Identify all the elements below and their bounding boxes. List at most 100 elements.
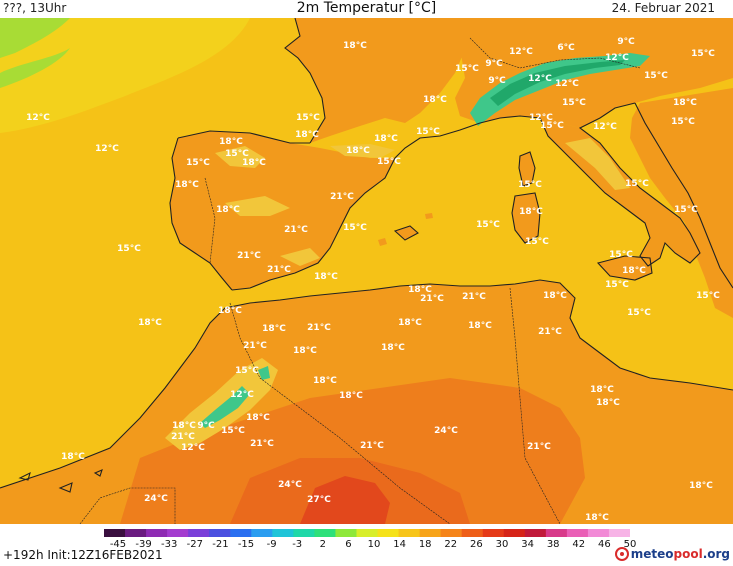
temperature-label: 18°C xyxy=(343,41,367,51)
colorbar-tick-label: -33 xyxy=(161,539,178,550)
temperature-label: 15°C xyxy=(235,366,259,376)
colorbar-tick-label: 38 xyxy=(546,539,560,550)
colorbar-tick-label: 30 xyxy=(495,539,509,550)
temperature-label: 15°C xyxy=(625,179,649,189)
temperature-label: 24°C xyxy=(278,480,302,490)
temperature-label: 21°C xyxy=(307,323,331,333)
cantabrian-cool-area xyxy=(215,146,265,168)
temperature-label: 18°C xyxy=(138,318,162,328)
map-canvas: 18°C12°C 6°C9°C15°C15°C 9°C12°C9°C 12°C 12°C… xyxy=(0,18,733,524)
colorbar-tick-label: -45 xyxy=(109,539,127,550)
temperature-label: 18°C xyxy=(216,205,240,215)
canary-islands xyxy=(18,469,103,493)
colorbar-segment xyxy=(104,529,126,537)
colorbar-tick-label: 34 xyxy=(521,539,534,550)
portugal-coast xyxy=(169,137,233,291)
atlantic-green-area xyxy=(0,18,70,58)
colorbar-tick-label: -9 xyxy=(266,539,277,550)
temperature-label: 12°C xyxy=(529,113,553,123)
temperature-label: 18°C xyxy=(346,146,370,156)
colorbar-tick-label: -3 xyxy=(292,539,303,550)
north-africa-coast xyxy=(0,279,733,489)
temperature-label: 18°C xyxy=(590,385,614,395)
temperature-label: 18°C xyxy=(519,207,543,217)
corsica-land xyxy=(519,152,535,186)
temperature-label: 6°C xyxy=(557,43,575,53)
colorbar-segment xyxy=(146,529,168,537)
temperature-label: 18°C xyxy=(398,318,422,328)
colorbar-segment xyxy=(482,529,505,537)
france-atlantic-coast xyxy=(284,18,326,144)
africa-warm-area xyxy=(120,378,585,524)
temperature-label: 12°C xyxy=(605,53,629,63)
temperature-label: 18°C xyxy=(295,130,319,140)
adriatic-east-coast xyxy=(634,102,733,289)
colorbar-ticks: -45 -39 -33 -27 -21 -15 -9 -3 2 6 10 14 18 22 26 30 34 38… xyxy=(104,539,637,551)
alpine-borders xyxy=(469,37,641,69)
coastlines xyxy=(0,18,733,493)
colorbar-tick-label: -15 xyxy=(237,539,255,550)
temperature-label: 12°C xyxy=(528,74,552,84)
atlantic-cool-area xyxy=(0,18,250,133)
colorbar xyxy=(104,529,630,537)
sistema-central-cool-area xyxy=(225,196,290,216)
logo-icon xyxy=(614,547,629,561)
colorbar-segment xyxy=(419,529,442,537)
colorbar-segment xyxy=(125,529,147,537)
atlantic-green-streak xyxy=(0,48,70,88)
sardinia-land xyxy=(512,193,540,243)
colorbar-tick-label: 22 xyxy=(444,539,458,550)
atlas-cool-area xyxy=(165,358,278,450)
temperature-label: 24°C xyxy=(434,426,458,436)
temperature-label: 21°C xyxy=(237,251,261,261)
colorbar-segment xyxy=(356,529,379,537)
temperature-label: 21°C xyxy=(420,294,444,304)
colorbar-segment xyxy=(209,529,231,537)
atlas-cold-spot xyxy=(258,366,270,380)
temperature-label: 21°C xyxy=(284,225,308,235)
temperature-label: 18°C xyxy=(246,413,270,423)
temperature-map: 18°C 12°C 6°C 9°C 15°C 15°C 9°C 12°C 9°C 12°C 12°C… xyxy=(0,18,733,524)
temperature-label: 15°C xyxy=(691,49,715,59)
colorbar-segment xyxy=(272,529,294,537)
temperature-label: 12°C xyxy=(555,79,579,89)
temperature-label: 15°C xyxy=(518,180,542,190)
temperature-labels: 18°C12°C 6°C9°C15°C15°C 9°C12°C9°C 12°C 12°C… xyxy=(26,37,720,523)
temperature-label: 18°C xyxy=(314,272,338,282)
temperature-label: 15°C xyxy=(540,121,564,131)
logo-text-tld: .org xyxy=(702,547,730,561)
ibiza-land xyxy=(378,238,387,246)
colorbar-tick-label: 26 xyxy=(470,539,483,550)
colorbar-segment xyxy=(545,529,568,537)
temperature-label: 12°C xyxy=(181,443,205,453)
colorbar-segment xyxy=(440,529,463,537)
temperature-label: 18°C xyxy=(175,180,199,190)
temperature-label: 18°C xyxy=(374,134,398,144)
temperature-label: 18°C xyxy=(218,306,242,316)
temperature-label: 12°C xyxy=(95,144,119,154)
temperature-label: 15°C xyxy=(221,426,245,436)
colorbar-tick-label: 10 xyxy=(367,539,381,550)
temperature-label: 18°C xyxy=(689,481,713,491)
temperature-label: 21°C xyxy=(243,341,267,351)
colorbar-segment xyxy=(188,529,210,537)
alps-cold-core xyxy=(490,60,625,106)
temperature-label: 18°C xyxy=(242,158,266,168)
temperature-label: 9°C xyxy=(617,37,635,47)
north-iberia-coast xyxy=(177,130,310,144)
temperature-label: 18°C xyxy=(381,343,405,353)
map-footer: -45 -39 -33 -27 -21 -15 -9 -3 2 6 10 14 18 22 26 30 34 38… xyxy=(0,524,733,566)
temperature-label: 21°C xyxy=(330,192,354,202)
sicily-coast xyxy=(596,255,653,281)
temperature-label: 15°C xyxy=(525,237,549,247)
colorbar-segment xyxy=(608,529,630,537)
temperature-label: 15°C xyxy=(609,250,633,260)
colorbar-tick-label: -21 xyxy=(212,539,229,550)
colorbar-segment xyxy=(335,529,357,537)
temperature-label: 15°C xyxy=(696,291,720,301)
colorbar-segment xyxy=(566,529,589,537)
temperature-label: 18°C xyxy=(219,137,243,147)
run-info: +192h Init:12Z16FEB2021 xyxy=(3,548,163,562)
temperature-label: 15°C xyxy=(627,308,651,318)
temperature-label: 15°C xyxy=(476,220,500,230)
